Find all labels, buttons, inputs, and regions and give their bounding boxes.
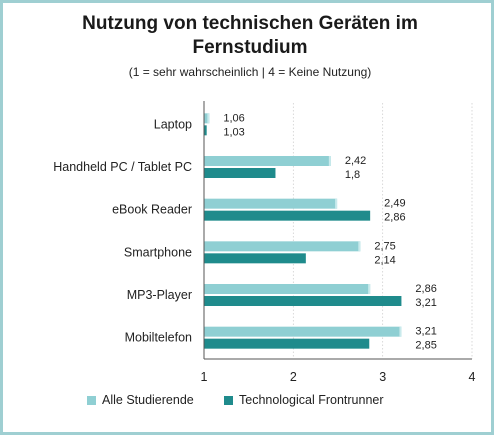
bar-technological-frontrunner-mobiltelefon — [204, 338, 370, 349]
value-label-alle-studierende-laptop: 1,06 — [223, 112, 244, 124]
legend-item-technological-frontrunner: Technological Frontrunner — [224, 393, 384, 407]
x-tick-label-2: 3 — [379, 370, 386, 384]
chart-title-line-1: Nutzung von technischen Geräten im — [82, 13, 418, 34]
category-label-ebook-reader: eBook Reader — [112, 203, 192, 217]
x-tick-label-0: 1 — [201, 370, 208, 384]
legend-item-alle-studierende: Alle Studierende — [87, 393, 194, 407]
value-label-alle-studierende-smartphone: 2,75 — [374, 240, 395, 252]
category-label-mobiltelefon: Mobiltelefon — [125, 331, 192, 345]
bar-alle-studierende-mobiltelefon — [204, 326, 402, 337]
category-label-mp3-player: MP3-Player — [127, 288, 192, 302]
bar-highlight-mobiltelefon — [399, 326, 402, 337]
value-label-technological-frontrunner-smartphone: 2,14 — [374, 254, 395, 266]
bar-technological-frontrunner-mp3-player — [204, 296, 402, 306]
value-label-alle-studierende-ebook-reader: 2,49 — [384, 198, 405, 210]
x-tick-label-3: 4 — [469, 370, 476, 384]
category-label-laptop: Laptop — [154, 117, 192, 131]
bar-alle-studierende-smartphone — [204, 241, 361, 252]
legend: Alle Studierende Technological Frontrunn… — [3, 393, 494, 409]
bar-technological-frontrunner-ebook-reader — [204, 210, 371, 221]
bar-technological-frontrunner-laptop — [204, 125, 207, 136]
value-label-technological-frontrunner-laptop: 1,03 — [223, 126, 244, 138]
value-label-technological-frontrunner-handheld-pc-tablet-pc: 1,8 — [345, 169, 360, 181]
chart-title-line-2: Fernstudium — [192, 37, 308, 58]
bar-highlight-smartphone — [358, 241, 361, 252]
value-label-alle-studierende-handheld-pc-tablet-pc: 2,42 — [345, 155, 366, 167]
legend-swatch-alle-studierende — [87, 395, 96, 405]
category-label-handheld-pc-tablet-pc: Handheld PC / Tablet PC — [53, 160, 192, 174]
value-label-technological-frontrunner-mobiltelefon: 2,85 — [415, 340, 436, 352]
value-label-alle-studierende-mobiltelefon: 3,21 — [415, 326, 436, 338]
bar-highlight-handheld-pc-tablet-pc — [328, 156, 331, 166]
legend-swatch-technological-frontrunner — [224, 395, 233, 405]
bar-alle-studierende-ebook-reader — [204, 198, 338, 209]
bar-alle-studierende-mp3-player — [204, 284, 371, 294]
value-label-technological-frontrunner-ebook-reader: 2,86 — [384, 212, 405, 224]
bar-technological-frontrunner-smartphone — [204, 253, 306, 264]
bar-highlight-ebook-reader — [335, 198, 338, 209]
value-label-alle-studierende-mp3-player: 2,86 — [415, 283, 436, 295]
value-label-technological-frontrunner-mp3-player: 3,21 — [415, 297, 436, 309]
legend-label-technological-frontrunner: Technological Frontrunner — [239, 393, 384, 407]
x-tick-label-1: 2 — [290, 370, 297, 384]
bar-alle-studierende-laptop — [204, 113, 210, 124]
bar-chart: Laptop 1,06 1,03 Handheld PC / Tablet PC 2,4… — [53, 101, 476, 384]
bar-highlight-laptop — [207, 113, 210, 124]
bar-technological-frontrunner-handheld-pc-tablet-pc — [204, 168, 276, 178]
legend-label-alle-studierende: Alle Studierende — [102, 393, 194, 407]
bar-alle-studierende-handheld-pc-tablet-pc — [204, 156, 331, 166]
bar-highlight-mp3-player — [368, 284, 371, 294]
chart-subtitle: (1 = sehr wahrscheinlich | 4 = Keine Nut… — [128, 65, 372, 79]
category-label-smartphone: Smartphone — [124, 245, 192, 259]
